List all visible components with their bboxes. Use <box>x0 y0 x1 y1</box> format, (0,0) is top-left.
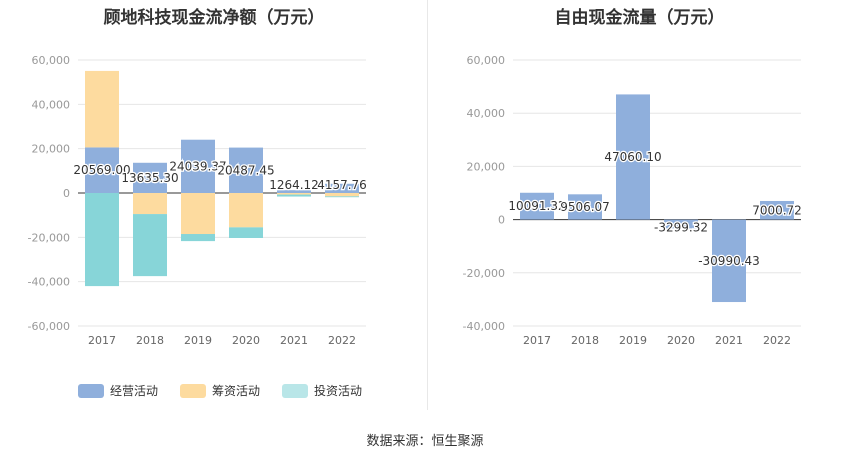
x-tick-label: 2018 <box>136 334 164 347</box>
bar-free-cashflow <box>760 200 794 220</box>
x-tick-label: 2019 <box>619 334 647 347</box>
y-tick-label: -20,000 <box>28 231 70 244</box>
right-chart-title: 自由现金流量（万元） <box>554 8 725 28</box>
bar-financing <box>133 193 167 215</box>
data-label: 24039.37 <box>169 159 226 173</box>
legend-item-financing[interactable]: 筹资活动 <box>180 382 260 399</box>
bar-financing <box>229 193 263 228</box>
x-tick-label: 2017 <box>88 334 116 347</box>
x-tick-label: 2017 <box>523 334 551 347</box>
x-tick-label: 2021 <box>715 334 743 347</box>
x-tick-label: 2020 <box>232 334 260 347</box>
bar-investing <box>85 193 119 287</box>
legend-label-investing: 投资活动 <box>314 384 363 398</box>
bar-free-cashflow <box>520 192 554 220</box>
bar-financing <box>325 193 359 197</box>
left-chart-title: 顾地科技现金流净额（万元） <box>103 8 325 28</box>
y-tick-label: 20,000 <box>467 160 506 173</box>
legend-swatch-investing <box>282 383 309 398</box>
bar-operating <box>85 147 119 193</box>
data-label: 47060.10 <box>604 150 661 164</box>
data-label: 13635.30 <box>121 171 178 185</box>
left-chart-svg: 60,000 40,000 20,000 0 -20,000 -40,000 -60,000… <box>28 54 369 347</box>
bar-operating <box>325 183 359 193</box>
bar-investing <box>181 234 215 242</box>
bar-free-cashflow <box>712 219 746 303</box>
legend-swatch-financing <box>180 383 207 398</box>
bar-operating <box>133 162 167 193</box>
x-tick-label: 2022 <box>763 334 791 347</box>
bar-investing <box>325 196 359 198</box>
legend-item-investing[interactable]: 投资活动 <box>282 382 362 399</box>
y-tick-label: -40,000 <box>28 276 70 289</box>
y-tick-label: 60,000 <box>467 54 506 67</box>
legend-swatch-operating <box>78 383 104 398</box>
legend-label-financing: 筹资活动 <box>212 384 261 398</box>
bar-operating <box>277 190 311 193</box>
data-label: -30990.43 <box>698 254 760 268</box>
data-label: -3299.32 <box>654 221 708 235</box>
bar-operating <box>181 139 215 193</box>
x-tick-label: 2020 <box>667 334 695 347</box>
data-label: 9506.07 <box>560 200 610 214</box>
bar-free-cashflow <box>664 219 698 229</box>
source-note: 数据来源：恒生聚源 <box>366 434 484 449</box>
y-tick-label: -20,000 <box>463 267 505 280</box>
y-tick-label: 0 <box>498 214 505 227</box>
y-tick-label: 40,000 <box>32 98 71 111</box>
bar-financing <box>85 70 119 148</box>
left-legend: 经营活动 筹资活动 投资活动 <box>78 382 362 399</box>
y-tick-label: 40,000 <box>467 107 506 120</box>
cashflow-chart-panel: 顾地科技现金流净额（万元） 60,000 40,000 20,000 0 -20,000… <box>0 0 428 410</box>
legend-item-operating[interactable]: 经营活动 <box>78 382 158 399</box>
data-label: 1264.12 <box>269 178 319 192</box>
data-label: 20569.00 <box>73 163 130 177</box>
data-label: 7000.72 <box>752 203 802 217</box>
y-tick-label: 0 <box>63 187 70 200</box>
free-cashflow-chart-panel: 自由现金流量（万元） 60,000 40,000 20,000 0 -20,000 -40… <box>429 0 850 410</box>
y-tick-label: -40,000 <box>463 320 505 333</box>
bar-free-cashflow <box>616 94 650 220</box>
data-label: 20487.45 <box>217 163 274 177</box>
bar-financing <box>277 193 311 195</box>
bar-investing <box>277 194 311 197</box>
x-tick-label: 2021 <box>280 334 308 347</box>
y-tick-label: 60,000 <box>32 54 71 67</box>
x-tick-label: 2019 <box>184 334 212 347</box>
data-label: 4157.76 <box>317 178 367 192</box>
data-label: 10091.32 <box>508 199 565 213</box>
legend-label-operating: 经营活动 <box>110 384 159 398</box>
x-tick-label: 2022 <box>328 334 356 347</box>
bar-free-cashflow <box>568 194 602 220</box>
bar-financing <box>181 193 215 235</box>
y-tick-label: 20,000 <box>32 143 71 156</box>
x-tick-label: 2018 <box>571 334 599 347</box>
panel-divider <box>427 0 428 410</box>
bar-investing <box>133 214 167 277</box>
bar-operating <box>229 147 263 193</box>
bar-investing <box>229 227 263 238</box>
y-tick-label: -60,000 <box>28 320 70 333</box>
right-chart-svg: 60,000 40,000 20,000 0 -20,000 -40,000 2017 201… <box>463 54 804 347</box>
